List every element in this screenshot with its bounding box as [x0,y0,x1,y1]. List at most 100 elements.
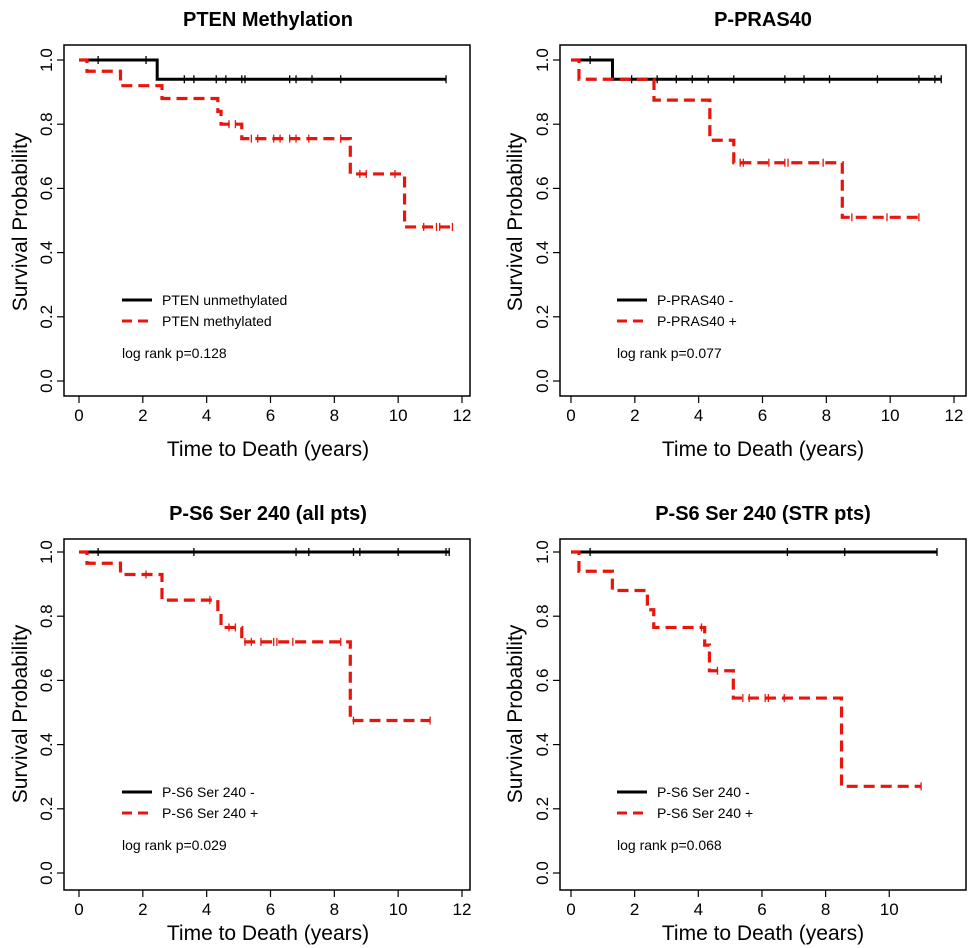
log-rank-annotation: log rank p=0.128 [122,345,227,361]
x-tick-label: 4 [694,406,703,425]
plot-frame [63,44,471,397]
x-tick-label: 12 [453,900,472,919]
plot-frame [63,538,471,891]
legend: PTEN unmethylated PTEN methylated [122,292,287,329]
y-tick-label: 0.2 [37,305,56,329]
legend: P-PRAS40 - P-PRAS40 + [617,292,737,329]
log-rank-annotation: log rank p=0.077 [617,345,722,361]
axis-ticks: 0 2 4 6 8 10 12 0.0 0.2 0.4 0.6 0.8 1.0 [37,540,471,919]
x-tick-label: 0 [74,900,83,919]
legend: P-S6 Ser 240 - P-S6 Ser 240 + [122,784,258,821]
legend-label-series-1: P-PRAS40 - [657,292,734,308]
survival-curve-series-1 [79,58,447,81]
chart-title: PTEN Methylation [183,9,353,31]
y-tick-label: 0.8 [533,112,552,136]
y-tick-label: 1.0 [533,48,552,72]
panel-p-s6-ser240-str: P-S6 Ser 240 (STR pts) 0 2 4 6 8 100.00.20.40… [504,503,967,945]
x-tick-label: 10 [389,406,408,425]
log-rank-annotation: log rank p=0.029 [122,837,227,853]
x-tick-label: 6 [757,900,766,919]
x-tick-label: 6 [266,406,275,425]
x-tick-label: 12 [453,406,472,425]
y-tick-label: 0.4 [37,733,56,757]
y-tick-label: 0.4 [533,241,552,265]
y-tick-label: 0.0 [533,861,552,885]
panel-p-s6-ser240-all: P-S6 Ser 240 (all pts) 0 2 4 6 8 10 12 0.0 0.2 0.… [9,503,471,945]
series-layer [79,548,450,725]
legend-label-series-2: P-S6 Ser 240 + [162,805,258,821]
legend-label-series-1: P-S6 Ser 240 - [657,784,750,800]
y-tick-label: 0.4 [533,733,552,757]
plot-frame [559,538,967,891]
x-axis-label: Time to Death (years) [662,438,864,461]
x-tick-label: 10 [881,406,900,425]
y-tick-label: 1.0 [37,48,56,72]
x-tick-label: 8 [821,900,830,919]
x-tick-label: 12 [945,406,964,425]
x-axis-label: Time to Death (years) [662,922,864,945]
axis-ticks: 0 2 4 6 8 10 12 0.0 0.2 0.4 0.6 0.8 1.0 [37,48,471,425]
x-tick-label: 6 [266,900,275,919]
series-layer [571,548,938,791]
y-tick-label: 0.6 [37,177,56,201]
y-axis-label: Survival Probability [504,624,527,803]
x-tick-label: 2 [138,900,147,919]
x-tick-label: 8 [330,900,339,919]
chart-title: P-PRAS40 [714,9,812,31]
x-axis-label: Time to Death (years) [167,922,369,945]
y-tick-label: 0.8 [37,112,56,136]
legend-label-series-2: P-PRAS40 + [657,313,737,329]
legend-label-series-1: P-S6 Ser 240 - [162,784,255,800]
y-tick-label: 0.0 [37,861,56,885]
series-layer [571,56,942,222]
x-tick-label: 2 [630,900,639,919]
x-tick-label: 4 [202,406,211,425]
legend: P-S6 Ser 240 - P-S6 Ser 240 + [617,784,753,821]
plot-frame [559,44,967,397]
x-tick-label: 10 [389,900,408,919]
chart-title: P-S6 Ser 240 (all pts) [169,503,367,525]
y-tick-label: 0.6 [37,669,56,693]
y-tick-label: 0.6 [533,177,552,201]
legend-label-series-2: PTEN methylated [162,313,272,329]
y-tick-label: 0.0 [533,369,552,393]
x-tick-label: 4 [202,900,211,919]
chart-title: P-S6 Ser 240 (STR pts) [655,503,871,525]
y-tick-label: 0.4 [37,241,56,265]
x-tick-label: 6 [758,406,767,425]
y-tick-label: 0.2 [533,305,552,329]
survival-curve-series-2 [79,58,453,229]
survival-curve-series-1 [571,58,942,81]
x-tick-label: 2 [138,406,147,425]
x-tick-label: 0 [74,406,83,425]
panel-p-pras40: P-PRAS40 0 2 4 6 8 10 12 0.0 0.2 0.4 0.6 0.8 1.0 Tim… [504,9,967,461]
x-tick-label: 10 [880,900,899,919]
y-tick-label: 0.8 [533,604,552,628]
survival-curve-series-2 [571,550,922,788]
x-tick-label: 8 [822,406,831,425]
x-tick-label: 0 [566,406,575,425]
x-tick-label: 4 [694,900,703,919]
x-tick-label: 2 [630,406,639,425]
y-axis-label: Survival Probability [9,132,32,311]
y-tick-label: 0.2 [37,797,56,821]
y-tick-label: 0.8 [37,604,56,628]
x-tick-label: 8 [330,406,339,425]
series-layer [79,56,454,231]
axis-ticks: 0 2 4 6 8 10 12 0.0 0.2 0.4 0.6 0.8 1.0 [533,48,963,425]
y-tick-label: 0.2 [533,797,552,821]
log-rank-annotation: log rank p=0.068 [617,837,722,853]
x-axis-label: Time to Death (years) [167,438,369,461]
y-tick-label: 1.0 [37,540,56,564]
survival-curve-series-2 [571,58,923,219]
survival-curve-series-2 [79,550,431,723]
y-axis-label: Survival Probability [9,624,32,803]
y-tick-label: 0.6 [533,669,552,693]
panel-pten-methylation: PTEN Methylation 0 2 4 6 8 10 12 0.0 0.2 0.4 0.6 0.… [9,9,471,461]
y-axis-label: Survival Probability [504,132,527,311]
legend-label-series-2: P-S6 Ser 240 + [657,805,753,821]
y-tick-label: 0.0 [37,369,56,393]
legend-label-series-1: PTEN unmethylated [162,292,287,308]
axis-ticks: 0 2 4 6 8 10 0.0 0.2 0.4 0.6 0.8 1.0 [533,540,899,919]
